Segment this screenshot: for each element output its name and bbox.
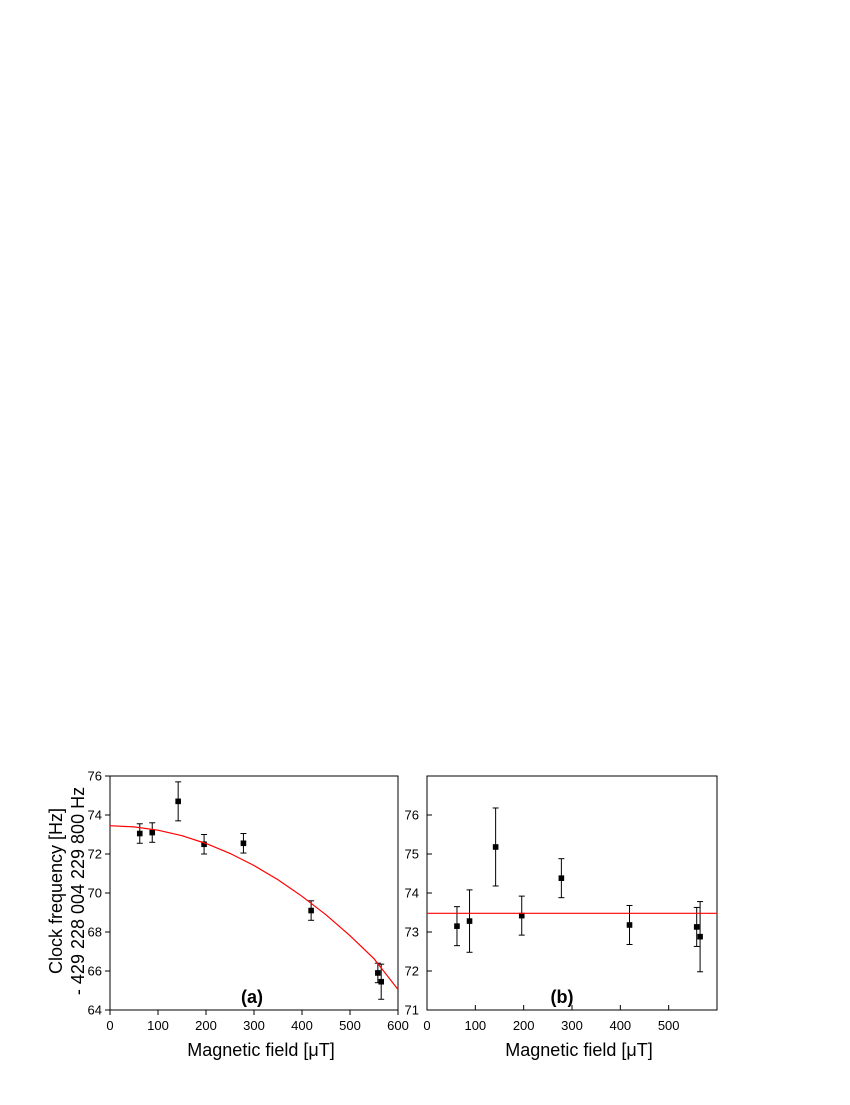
y-tick-label: 66 (88, 964, 102, 979)
y-tick-label: 70 (88, 886, 102, 901)
panel-a: 0 100 200 300 400 500 600 64 66 68 70 72 74 76 (a) Magn… (46, 769, 409, 1061)
x-tick-label: 0 (106, 1018, 113, 1033)
data-point (201, 841, 207, 848)
x-axis-title: Magnetic field [μT] (187, 1040, 334, 1060)
x-tick-label: 200 (195, 1018, 217, 1033)
y-tick-label: 71 (405, 1003, 419, 1018)
panel-label: (b) (551, 987, 574, 1007)
fit-line (109, 825, 399, 990)
y-tick-label: 74 (88, 808, 102, 823)
x-tick-label: 300 (243, 1018, 265, 1033)
y-tick-label: 68 (88, 925, 102, 940)
data-point (378, 978, 384, 985)
y-tick-label: 75 (405, 847, 419, 862)
data-point (466, 918, 473, 924)
data-point (175, 798, 181, 805)
panel-label: (a) (241, 987, 263, 1007)
data-point (626, 922, 633, 928)
plot-frame (426, 775, 718, 1011)
x-tick-label: 500 (339, 1018, 361, 1033)
y-tick-label: 73 (405, 925, 419, 940)
panel-b: 0 100 200 300 400 500 71 72 73 74 75 76 (b) Magnetic … (405, 775, 718, 1060)
plot-frame (109, 775, 399, 1011)
y-tick-label: 72 (88, 847, 102, 862)
x-tick-label: 200 (513, 1018, 535, 1033)
y-tick-label: 76 (405, 808, 419, 823)
data-point (149, 829, 156, 836)
data-point (240, 840, 247, 847)
y-tick-label: 72 (405, 964, 419, 979)
y-axis-title-line2: - 429 228 004 229 800 Hz (68, 787, 88, 995)
x-tick-label: 400 (609, 1018, 631, 1033)
data-point (693, 924, 700, 930)
y-tick-label: 74 (405, 886, 419, 901)
y-tick-label: 64 (88, 1003, 102, 1018)
x-tick-label: 100 (464, 1018, 486, 1033)
x-axis-title: Magnetic field [μT] (505, 1040, 652, 1060)
y-axis-title-line1: Clock frequency [Hz] (46, 808, 66, 974)
x-tick-label: 0 (423, 1018, 430, 1033)
data-point (697, 933, 703, 940)
x-tick-label: 500 (658, 1018, 680, 1033)
x-tick-label: 400 (291, 1018, 313, 1033)
data-point (136, 830, 143, 837)
data-point (558, 875, 565, 881)
x-tick-label: 300 (561, 1018, 583, 1033)
data-point (518, 912, 525, 919)
data-point (375, 970, 381, 976)
data-point (454, 923, 460, 929)
data-point (308, 907, 314, 914)
y-tick-label: 76 (88, 769, 102, 784)
data-point (492, 844, 499, 850)
x-tick-label: 100 (147, 1018, 169, 1033)
x-tick-label: 600 (387, 1018, 409, 1033)
